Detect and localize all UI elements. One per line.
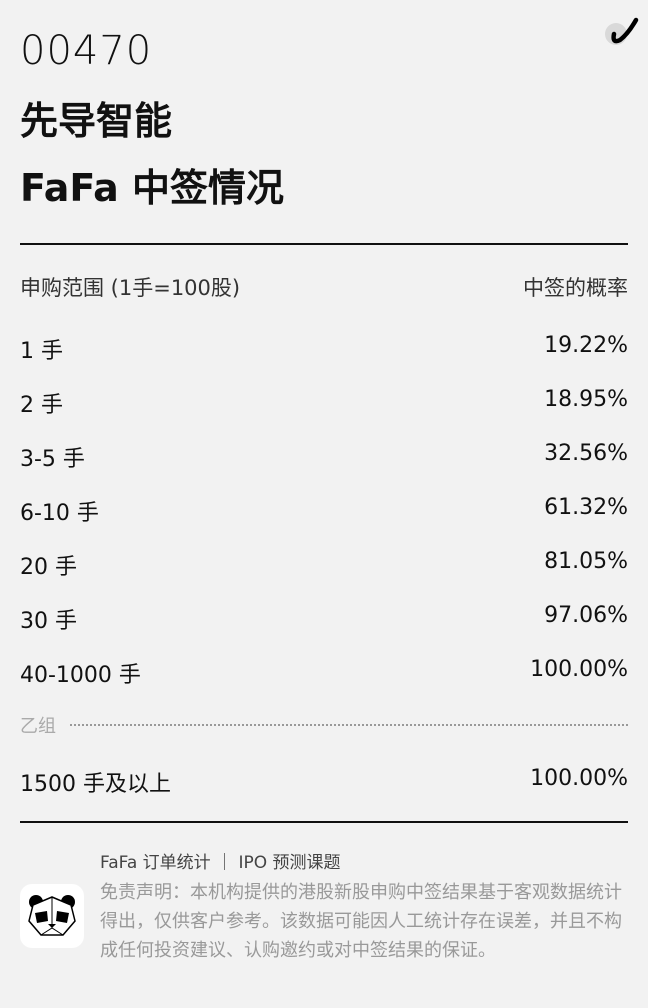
range: 3-5 手 — [20, 447, 85, 472]
range: 20 手 — [20, 555, 77, 580]
probability: 32.56% — [544, 441, 628, 466]
dotted-line — [70, 724, 628, 726]
col-range-header: 申购范围 (1手=100股) — [20, 276, 241, 300]
range: 1 手 — [20, 339, 63, 364]
group-b-divider: 乙组 — [20, 712, 628, 738]
disclaimer: 免责声明：本机构提供的港股新股申购中签结果基于客观数据统计得出，仅供客户参考。该… — [100, 882, 622, 961]
table-row: 30 手 97.06% — [20, 603, 628, 635]
panda-icon — [28, 895, 76, 936]
range: 40-1000 手 — [20, 663, 141, 688]
divider — [20, 243, 628, 245]
stock-code: 00470 — [20, 28, 153, 74]
probability: 18.95% — [544, 387, 628, 412]
table-row: 2 手 18.95% — [20, 387, 628, 419]
col-prob-header: 中签的概率 — [523, 276, 628, 300]
divider — [20, 821, 628, 823]
page-title: FaFa 中签情况 — [20, 166, 284, 210]
probability: 61.32% — [544, 495, 628, 520]
probability: 100.00% — [530, 766, 628, 791]
table-row: 1500 手及以上 100.00% — [20, 766, 628, 798]
stock-name: 先导智能 — [20, 99, 173, 143]
table-row: 6-10 手 61.32% — [20, 495, 628, 527]
range: 6-10 手 — [20, 501, 99, 526]
range: 2 手 — [20, 393, 63, 418]
table-header: 申购范围 (1手=100股) 中签的概率 — [20, 272, 628, 302]
probability: 19.22% — [544, 333, 628, 358]
probability: 97.06% — [544, 603, 628, 628]
footer-title: FaFa 订单统计 ｜ IPO 预测课题 — [100, 853, 341, 873]
checkmark-logo-icon — [605, 17, 639, 45]
table-row: 3-5 手 32.56% — [20, 441, 628, 473]
group-b-label: 乙组 — [20, 716, 56, 737]
probability: 81.05% — [544, 549, 628, 574]
range: 30 手 — [20, 609, 77, 634]
probability: 100.00% — [530, 657, 628, 682]
table-row: 1 手 19.22% — [20, 333, 628, 365]
panda-logo — [20, 884, 84, 948]
range: 1500 手及以上 — [20, 772, 171, 797]
table-row: 20 手 81.05% — [20, 549, 628, 581]
table-row: 40-1000 手 100.00% — [20, 657, 628, 689]
